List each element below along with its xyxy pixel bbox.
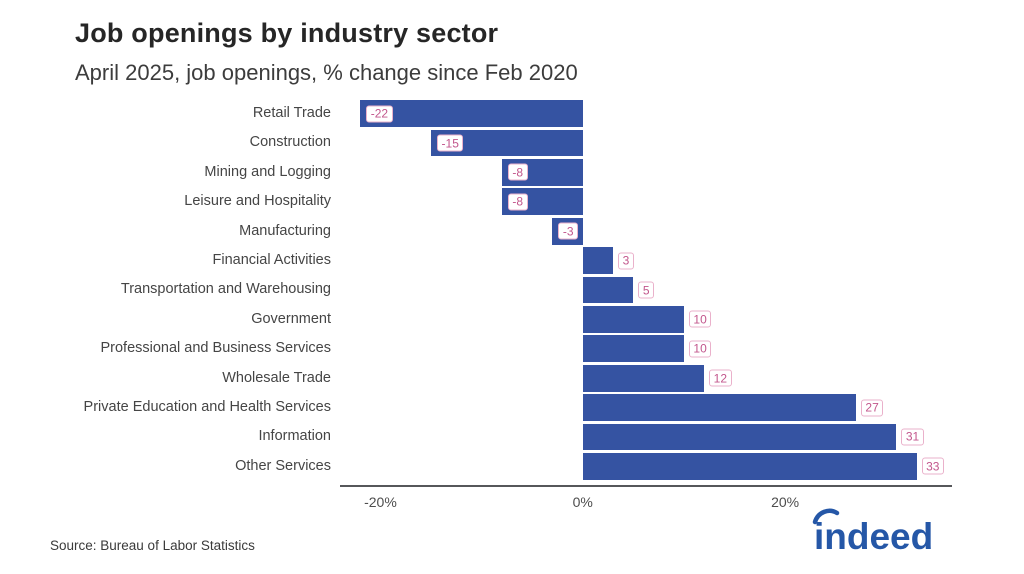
value-label: 3	[618, 252, 634, 270]
category-label: Professional and Business Services	[100, 340, 331, 357]
value-label: 10	[688, 310, 712, 328]
chart-rows: Retail Trade -22 Construction -15 Mining and…	[40, 99, 952, 481]
bar-track: -8	[340, 187, 952, 216]
chart-subtitle: April 2025, job openings, % change since…	[75, 60, 578, 85]
x-axis-tick-label: 20%	[771, 494, 800, 511]
bar-track: -22	[340, 99, 952, 128]
chart-row: Other Services 33	[40, 452, 952, 481]
value-label: -8	[507, 193, 528, 211]
chart-row: Manufacturing -3	[40, 217, 952, 246]
chart-row: Transportation and Warehousing 5	[40, 275, 952, 304]
bar-track: 5	[340, 275, 952, 304]
chart-row: Government 10	[40, 305, 952, 334]
chart-row: Leisure and Hospitality -8	[40, 187, 952, 216]
indeed-logo-graphic: indeed	[812, 508, 933, 557]
bar-track: 10	[340, 334, 952, 363]
category-label: Financial Activities	[212, 251, 331, 268]
value-label: -15	[437, 134, 464, 152]
chart-row: Information 31	[40, 422, 952, 451]
bar-track: -8	[340, 158, 952, 187]
x-axis-tick-label: -20%	[364, 494, 397, 511]
chart-title: Job openings by industry sector	[75, 18, 499, 48]
bar-track: 33	[340, 452, 952, 481]
bar-track: 31	[340, 422, 952, 451]
x-axis-tick-label: 0%	[572, 494, 593, 511]
value-label: 12	[709, 369, 732, 387]
chart-row: Financial Activities 3	[40, 246, 952, 275]
category-label: Leisure and Hospitality	[184, 193, 331, 210]
value-label: -22	[366, 105, 393, 123]
bar	[582, 306, 684, 333]
logo-swoosh-icon	[812, 508, 840, 525]
bar-track: 3	[340, 246, 952, 275]
value-label: 27	[860, 399, 884, 417]
value-label: 5	[638, 281, 655, 299]
bar	[582, 423, 897, 451]
bar	[582, 335, 684, 363]
bar-track: -3	[340, 217, 952, 246]
chart-row: Construction -15	[40, 128, 952, 157]
category-label: Private Education and Health Services	[83, 398, 331, 415]
value-label: -8	[507, 163, 528, 181]
bar	[582, 452, 917, 480]
chart-row: Mining and Logging -8	[40, 158, 952, 187]
chart-row: Private Education and Health Services 27	[40, 393, 952, 422]
category-label: Transportation and Warehousing	[120, 281, 331, 298]
bar-chart: Retail Trade -22 Construction -15 Mining and…	[40, 99, 952, 519]
category-label: Information	[258, 428, 331, 445]
chart-row: Wholesale Trade 12	[40, 364, 952, 393]
bar-track: 27	[340, 393, 952, 422]
bar-track: 12	[340, 364, 952, 393]
category-label: Manufacturing	[239, 222, 331, 239]
bar	[582, 247, 614, 275]
bar	[582, 394, 856, 421]
bar-track: 10	[340, 305, 952, 334]
bar	[582, 276, 634, 304]
value-label: 10	[688, 340, 712, 358]
value-label: 33	[921, 457, 944, 475]
category-label: Construction	[249, 134, 331, 151]
chart-row: Professional and Business Services 10	[40, 334, 952, 363]
source-note: Source: Bureau of Labor Statistics	[50, 538, 255, 553]
x-axis: -20% 0% 20%	[340, 485, 952, 519]
chart-row: Retail Trade -22	[40, 99, 952, 128]
category-label: Other Services	[235, 457, 331, 474]
category-label: Government	[251, 310, 331, 327]
bar	[582, 364, 705, 392]
bar	[360, 100, 583, 128]
indeed-logo: indeed	[810, 505, 950, 557]
category-label: Wholesale Trade	[222, 369, 331, 386]
value-label: 31	[901, 428, 924, 446]
category-label: Mining and Logging	[204, 163, 331, 180]
bar-track: -15	[340, 128, 952, 157]
value-label: -3	[558, 222, 579, 240]
category-label: Retail Trade	[252, 105, 331, 121]
logo-wordmark: indeed	[814, 516, 933, 557]
